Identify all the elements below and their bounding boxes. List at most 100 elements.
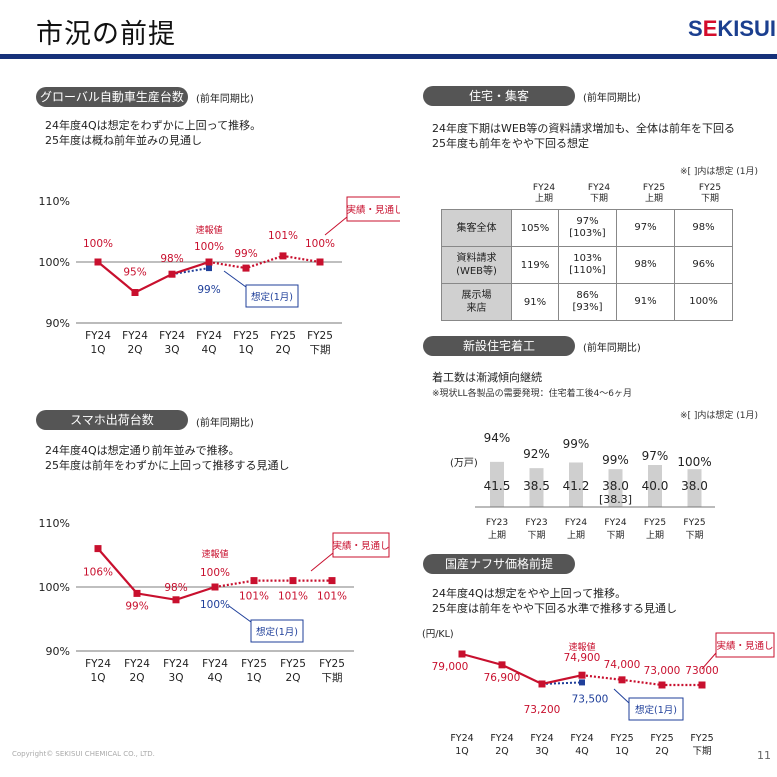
actual-data-label: 101% [268, 230, 298, 242]
row-label: 集客全体 [441, 209, 512, 247]
x-tick-label: FY24 [85, 658, 111, 670]
actual-data-label: 74,000 [604, 659, 641, 671]
actual-point [211, 583, 219, 591]
prelim-label: 速報値 [195, 224, 222, 236]
forecast-series-line [208, 254, 321, 270]
legend-plan-label: 想定(1月) [256, 626, 298, 638]
table-row: 展示場 来店 91% 86% [93%] 91% 100% [441, 283, 733, 321]
actual-data-label: 73,200 [524, 704, 561, 716]
x-tick-label: 上期 [567, 530, 585, 541]
copyright: Copyright© SEKISUI CHEMICAL CO., LTD. [12, 750, 155, 758]
legend-actual-box [346, 196, 400, 222]
x-tick-label: 2Q [128, 344, 143, 356]
x-tick-label: FY25 [307, 330, 333, 342]
x-tick-label: 2Q [130, 672, 145, 684]
auto-line-chart: 110% 100% 90% FY24 1Q FY24 2Q FY24 3Q FY24 4Q FY25 1… [39, 195, 400, 356]
actual-point [289, 577, 297, 585]
table-cell: 91% [616, 283, 675, 321]
actual-data-label: 98% [164, 582, 187, 594]
x-tick-label: 3Q [535, 746, 549, 757]
bar [608, 469, 623, 507]
plan-point [206, 265, 212, 272]
legend-plan-box [628, 697, 684, 721]
auto-line1: 24年度4Qは想定をわずかに上回って推移。 [45, 119, 262, 132]
x-tick-label: FY24 [122, 330, 148, 342]
legend-plan-pointer [613, 688, 630, 704]
actual-point [242, 264, 250, 272]
prelim-label: 速報値 [201, 548, 228, 560]
x-tick-label: FY24 [202, 658, 228, 670]
actual-data-label: 74,900 [564, 652, 601, 664]
bar [687, 469, 702, 507]
legend-actual-label: 実績・見通し [346, 204, 400, 216]
legend-plan-pointer [223, 270, 247, 288]
x-tick-label: 1Q [91, 344, 106, 356]
bar [648, 465, 662, 507]
legend-actual-label: 実績・見通し [332, 540, 389, 552]
housing-col-header: FY25 下期 [698, 183, 722, 204]
table-cell: 105% [511, 209, 559, 247]
y-tick-label: 100% [39, 256, 70, 269]
actual-point [538, 680, 546, 688]
x-tick-label: 2Q [495, 746, 509, 757]
actual-point [131, 289, 139, 296]
bar-value-label: 38.0 [681, 479, 708, 493]
housing-line2: 25年度も前年をやや下回る想定 [432, 137, 589, 150]
actual-data-label: 100% [305, 238, 335, 250]
actual-point [94, 258, 102, 266]
y-tick-label: 90% [46, 317, 70, 330]
actual-point [328, 577, 336, 585]
x-tick-label: FY25 [610, 733, 633, 744]
table-cell: 98% [674, 209, 733, 247]
unit-label: (円/KL) [422, 629, 454, 640]
legend-actual-pointer [324, 216, 348, 236]
x-tick-label: 1Q [455, 746, 469, 757]
x-tick-label: 4Q [202, 344, 217, 356]
table-cell: 91% [511, 283, 559, 321]
x-tick-label: FY25 [280, 658, 306, 670]
actual-data-label: 99% [125, 600, 148, 612]
actual-data-label: 76,900 [484, 672, 521, 684]
row-label: 資料請求 (WEB等) [441, 246, 512, 284]
legend-plan-box [245, 284, 299, 308]
housing-col-header: FY24 上期 [532, 183, 556, 204]
housing-section-pill: 住宅・集客 [423, 86, 575, 106]
naphtha-line-chart: (円/KL) 73,500 79,000 76,900 73,200 74,90074,0… [422, 629, 775, 757]
x-tick-label: FY25 [241, 658, 267, 670]
actual-point [133, 589, 141, 597]
x-tick-label: FY24 [565, 518, 587, 528]
plan-data-label: 73,500 [572, 693, 609, 705]
bar-value-label: 38.5 [523, 479, 550, 493]
starts-bracket-note: ※[ ]内は想定 (1月) [680, 411, 759, 421]
actual-data-label: 73,000 [644, 665, 681, 677]
x-tick-label: 2Q [276, 344, 291, 356]
phone-line1: 24年度4Qは想定通り前年並みで推移。 [45, 444, 240, 457]
housing-col-header: FY24 下期 [587, 183, 611, 204]
table-row: 資料請求 (WEB等) 119% 103% [110%] 98% 96% [441, 246, 733, 284]
x-tick-label: 下期 [692, 746, 711, 757]
actual-series-line [97, 260, 210, 294]
header-rule [0, 54, 777, 59]
x-tick-label: 下期 [685, 530, 703, 541]
bar-value-label: 41.5 [484, 479, 511, 493]
table-cell: 96% [674, 246, 733, 284]
actual-data-label: 101% [317, 591, 347, 603]
legend-plan-label: 想定(1月) [635, 704, 677, 716]
x-tick-label: FY25 [233, 330, 259, 342]
auto-line2: 25年度は概ね前年並みの見通し [45, 134, 202, 147]
actual-point [698, 681, 706, 689]
naphtha-line2: 25年度は前年をやや下回る水準で推移する見通し [432, 602, 677, 615]
forecast-series-line [214, 579, 332, 589]
x-tick-label: 1Q [247, 672, 262, 684]
x-tick-label: FY24 [124, 658, 150, 670]
bar-pct-label: 100% [677, 455, 711, 469]
housing-table: 集客全体 105% 97% [103%] 97% 98% 資料請求 (WEB等) 1… [441, 209, 733, 321]
x-tick-label: 4Q [575, 746, 589, 757]
phone-line-chart: 110% 100% 90% FY24 1Q FY24 2Q FY24 3Q FY24 4Q FY25 1… [39, 517, 390, 684]
bar-pct-label: 92% [523, 447, 550, 461]
actual-point [168, 270, 176, 278]
x-tick-label: FY25 [690, 733, 713, 744]
page-number: 11 [757, 749, 771, 762]
y-tick-label: 100% [39, 581, 70, 594]
x-tick-label: FY24 [530, 733, 553, 744]
